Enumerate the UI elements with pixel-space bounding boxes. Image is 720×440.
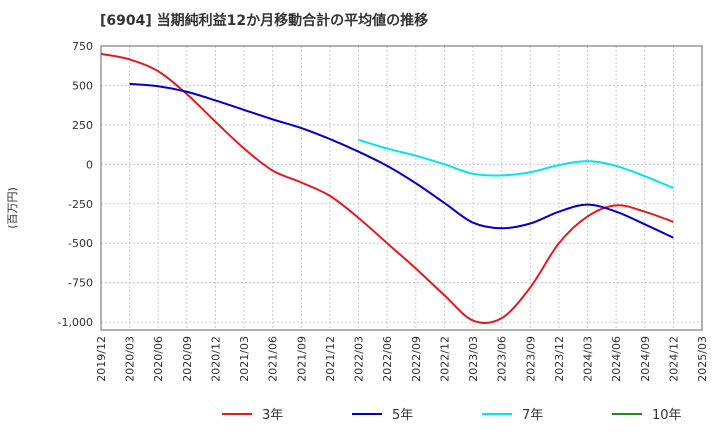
x-tick-label: 2023/03 xyxy=(467,336,480,382)
x-tick-label: 2021/12 xyxy=(324,336,337,382)
series-line-2 xyxy=(129,82,674,239)
y-tick-label: -1,000 xyxy=(58,316,93,329)
y-tick-label: 250 xyxy=(72,119,93,132)
y-axis-ticks: 750 500 250 0 -250 -500 -750 -1,000 xyxy=(58,40,93,329)
x-tick-label: 2019/12 xyxy=(95,336,108,382)
x-tick-label: 2021/09 xyxy=(295,336,308,382)
y-tick-label: 500 xyxy=(72,79,93,92)
y-tick-label: -750 xyxy=(68,277,93,290)
x-tick-label: 2022/12 xyxy=(438,336,451,382)
x-tick-label: 2021/06 xyxy=(267,336,280,382)
grid xyxy=(100,45,703,330)
y-tick-label: -500 xyxy=(68,237,93,250)
x-tick-label: 2024/06 xyxy=(610,336,623,382)
x-tick-label: 2024/09 xyxy=(639,336,652,382)
x-axis-ticks: 2019/12 2020/03 2020/06 2020/09 2020/12 2021/… xyxy=(95,336,709,382)
x-tick-label: 2022/06 xyxy=(381,336,394,382)
x-tick-label: 2025/03 xyxy=(696,336,709,382)
y-tick-label: 0 xyxy=(86,158,93,171)
x-tick-label: 2022/09 xyxy=(410,336,423,382)
chart-title: [6904] 当期純利益12か月移動合計の平均値の推移 xyxy=(100,12,428,29)
series-line-1 xyxy=(100,52,674,324)
legend-label: 7年 xyxy=(522,408,543,423)
x-tick-label: 2021/03 xyxy=(238,336,251,382)
x-tick-label: 2024/12 xyxy=(667,336,680,382)
y-tick-label: 750 xyxy=(72,40,93,53)
y-axis-label: (百万円) xyxy=(6,187,19,229)
plot-frame xyxy=(100,45,703,331)
x-tick-label: 2022/03 xyxy=(353,336,366,382)
x-tick-label: 2020/09 xyxy=(181,336,194,382)
y-tick-label: -250 xyxy=(68,198,93,211)
legend-label: 3年 xyxy=(262,408,283,423)
x-tick-label: 2023/06 xyxy=(496,336,509,382)
x-tick-label: 2020/03 xyxy=(124,336,137,382)
x-tick-label: 2024/03 xyxy=(582,336,595,382)
series-line-3 xyxy=(358,138,674,189)
series-lines xyxy=(100,52,674,324)
legend: 3年 5年 7年 10年 xyxy=(222,408,682,423)
x-tick-label: 2023/12 xyxy=(553,336,566,382)
x-tick-label: 2023/09 xyxy=(524,336,537,382)
legend-label: 10年 xyxy=(652,408,682,423)
legend-label: 5年 xyxy=(392,408,413,423)
x-tick-label: 2020/12 xyxy=(209,336,222,382)
x-tick-label: 2020/06 xyxy=(152,336,165,382)
